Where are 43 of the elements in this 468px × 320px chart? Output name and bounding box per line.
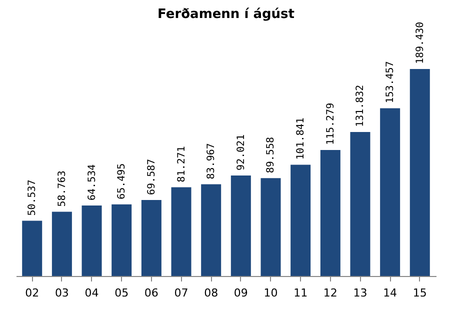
bar	[112, 204, 132, 276]
bar	[290, 164, 311, 276]
data-label: 58.763	[56, 170, 68, 207]
bar	[350, 132, 370, 276]
data-label: 89.558	[266, 137, 277, 174]
bar	[230, 175, 251, 276]
x-tick-label: 12	[323, 286, 338, 300]
bar	[141, 200, 162, 276]
data-label: 64.534	[86, 164, 98, 200]
data-label: 101.841	[296, 118, 307, 160]
x-tick-label: 05	[114, 286, 129, 300]
x-tick-label: 14	[383, 286, 398, 300]
data-label: 92.021	[236, 134, 247, 170]
x-tick-label: 07	[174, 286, 188, 300]
data-label: 115.279	[325, 102, 336, 146]
chart-title: Ferðamenn í ágúst	[158, 7, 294, 22]
data-label: 65.495	[116, 163, 128, 200]
bar	[201, 184, 222, 276]
bar	[22, 220, 42, 276]
data-label: 189.430	[414, 22, 426, 64]
x-tick-label: 02	[25, 286, 40, 300]
data-label: 50.537	[27, 180, 38, 216]
bar	[260, 178, 281, 276]
x-tick-label: 08	[204, 286, 218, 300]
x-tick-label: 11	[294, 286, 308, 300]
data-label: 131.832	[355, 84, 366, 127]
data-label: 83.967	[206, 143, 218, 180]
x-tick-label: 10	[264, 286, 278, 300]
x-tick-label: 04	[84, 286, 99, 300]
bar	[380, 108, 400, 276]
x-tick-label: 13	[353, 286, 368, 300]
x-tick-label: 15	[412, 286, 427, 300]
bar	[52, 212, 72, 276]
x-tick-label: 06	[144, 286, 158, 300]
bar	[320, 150, 340, 276]
bar	[82, 205, 102, 276]
bar	[410, 69, 430, 276]
bar	[171, 187, 192, 276]
x-tick-label: 09	[234, 286, 248, 300]
data-label: 81.271	[176, 146, 188, 182]
data-label: 153.457	[385, 61, 396, 104]
data-label: 69.587	[146, 158, 158, 195]
x-tick-label: 03	[54, 286, 69, 300]
